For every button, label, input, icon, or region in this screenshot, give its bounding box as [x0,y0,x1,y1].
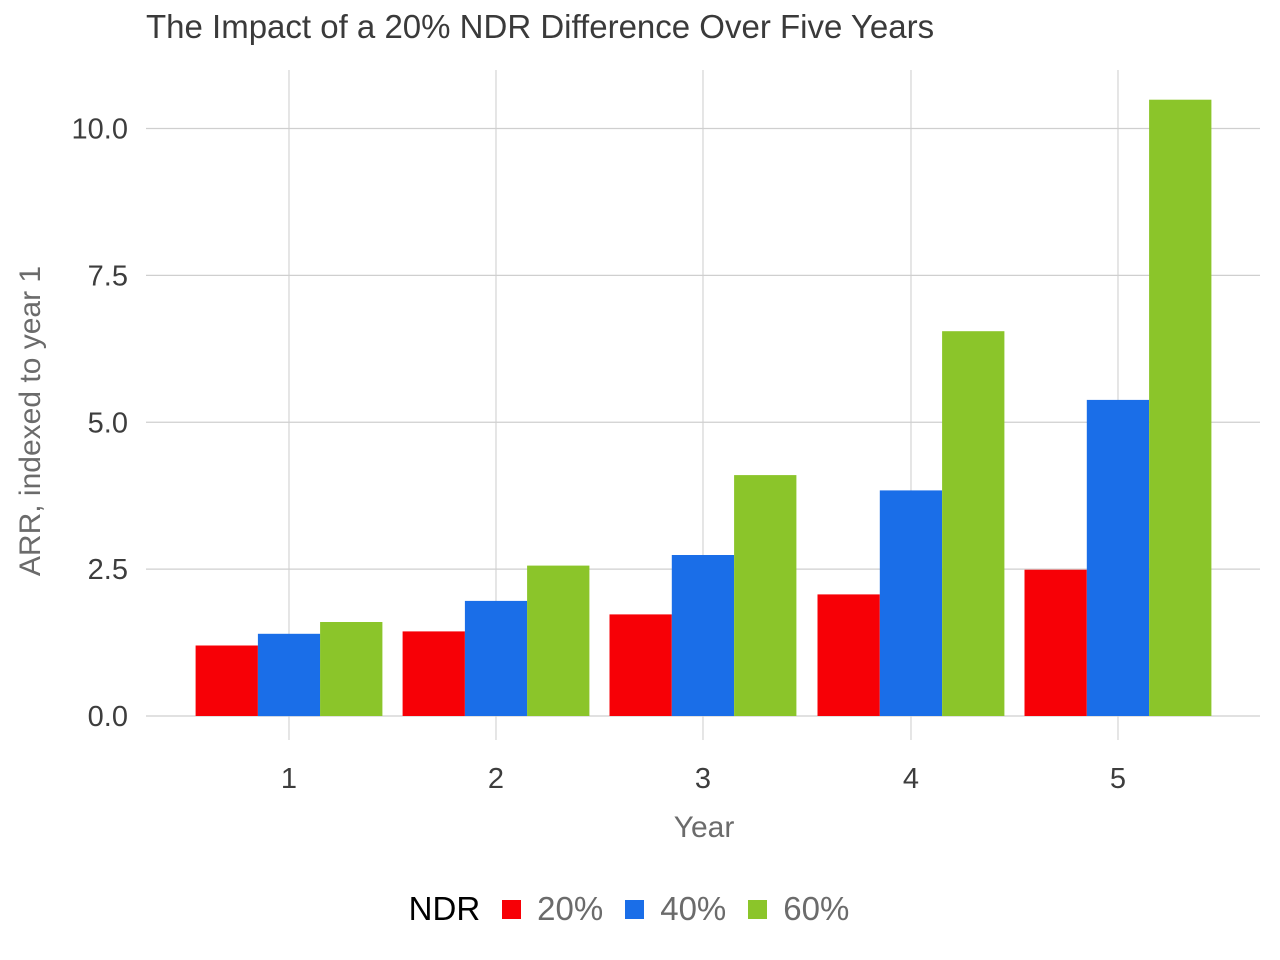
legend-label-60: 60% [783,890,850,927]
bar-year1-ndr40 [257,633,321,717]
legend-title: NDR [408,890,481,927]
bar-year3-ndr20 [609,614,672,716]
bars [195,99,1212,717]
x-axis-title: Year [674,811,735,844]
bar-chart: 0.0 2.5 5.0 7.5 10.0 1 2 3 4 5 Year ARR, indexed… [14,70,1260,844]
legend: NDR 20% 40% 60% [0,884,1280,934]
bar-year1-ndr20 [195,645,258,716]
y-tick-label: 10.0 [72,114,128,146]
bar-year2-ndr60 [527,565,590,716]
x-tick-label: 2 [488,763,504,795]
bar-year2-ndr40 [464,600,528,716]
x-axis-ticks: 1 2 3 4 5 [281,763,1126,795]
bar-year5-ndr20 [1024,569,1087,716]
y-tick-label: 2.5 [88,554,128,586]
x-tick-label: 5 [1110,763,1126,795]
legend-item-20: 20% [502,890,603,928]
chart-title: The Impact of a 20% NDR Difference Over … [146,8,935,45]
legend-label-20: 20% [537,890,604,927]
legend-swatch-60 [748,899,768,919]
x-tick-label: 3 [695,763,711,795]
legend-swatch-40 [625,899,645,919]
legend-item-40: 40% [625,890,726,928]
bar-year4-ndr20 [817,594,880,716]
bar-year5-ndr40 [1086,399,1150,716]
y-tick-label: 0.0 [88,701,128,733]
legend-item-60: 60% [748,890,849,928]
bar-year1-ndr60 [320,622,383,716]
legend-swatch-20 [502,899,522,919]
legend-label-40: 40% [660,890,727,927]
bar-year2-ndr20 [402,631,465,716]
x-tick-label: 4 [903,763,919,795]
y-tick-label: 7.5 [88,260,128,292]
bar-year3-ndr60 [734,475,797,716]
y-axis-ticks: 0.0 2.5 5.0 7.5 10.0 [72,114,128,734]
y-tick-label: 5.0 [88,407,128,439]
bar-year3-ndr40 [671,555,735,716]
bar-year4-ndr60 [942,331,1005,716]
bar-year5-ndr60 [1149,99,1212,716]
bar-year4-ndr40 [879,490,943,716]
y-axis-title: ARR, indexed to year 1 [14,266,47,576]
x-tick-label: 1 [281,763,297,795]
